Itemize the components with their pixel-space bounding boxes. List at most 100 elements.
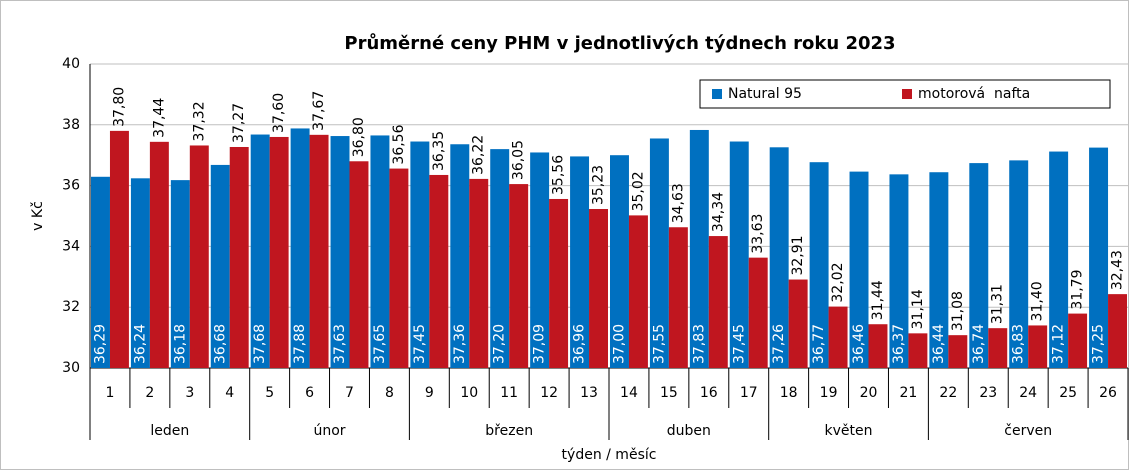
- value-label: 37,36: [452, 324, 468, 364]
- bar: [889, 174, 909, 368]
- value-label: 34,63: [670, 183, 686, 223]
- value-label: 36,24: [132, 324, 148, 364]
- bar: [229, 146, 249, 368]
- x-axis-title: týden / měsíc: [562, 447, 657, 463]
- y-tick-label: 34: [62, 238, 80, 254]
- bar: [349, 161, 369, 368]
- bar: [668, 227, 688, 368]
- value-label: 34,34: [710, 192, 726, 232]
- bar: [269, 136, 289, 368]
- value-label: 36,18: [172, 324, 188, 364]
- bar: [109, 130, 129, 368]
- bar: [988, 328, 1008, 368]
- x-tick-label: 17: [740, 385, 758, 401]
- bar: [649, 138, 669, 368]
- x-tick-label: 23: [979, 385, 997, 401]
- value-label: 37,45: [412, 324, 428, 364]
- x-tick-label: 25: [1059, 385, 1077, 401]
- bar: [809, 162, 829, 368]
- bar: [290, 128, 310, 368]
- bar: [149, 141, 169, 368]
- group-label: únor: [313, 423, 345, 439]
- value-label: 37,12: [1051, 324, 1067, 364]
- x-tick-label: 6: [305, 385, 314, 401]
- bar: [748, 257, 768, 368]
- group-label: červen: [1004, 423, 1052, 439]
- value-label: 31,44: [870, 280, 886, 320]
- y-tick-label: 32: [62, 299, 80, 315]
- bar: [908, 333, 928, 368]
- bar: [1068, 313, 1088, 368]
- value-label: 37,09: [532, 324, 548, 364]
- bar: [628, 215, 648, 368]
- value-label: 37,27: [231, 103, 247, 143]
- value-label: 32,91: [790, 235, 806, 275]
- x-tick-label: 20: [860, 385, 878, 401]
- value-label: 37,26: [771, 324, 787, 364]
- bar: [130, 178, 150, 368]
- x-tick-label: 22: [939, 385, 957, 401]
- value-label: 37,32: [191, 101, 207, 141]
- bar: [769, 147, 789, 368]
- bar: [570, 156, 590, 368]
- group-label: duben: [667, 423, 711, 439]
- value-label: 37,80: [111, 87, 127, 127]
- value-label: 36,22: [471, 135, 487, 175]
- value-label: 36,80: [351, 117, 367, 157]
- x-tick-label: 9: [425, 385, 434, 401]
- bar: [610, 155, 629, 368]
- bar: [589, 209, 608, 368]
- bar: [450, 144, 470, 368]
- value-label: 32,02: [830, 262, 846, 302]
- x-tick-label: 26: [1099, 385, 1117, 401]
- value-label: 35,23: [591, 165, 607, 205]
- chart-title: Průměrné ceny PHM v jednotlivých týdnech…: [344, 32, 895, 54]
- x-tick-label: 19: [820, 385, 838, 401]
- bar: [549, 198, 569, 368]
- value-label: 31,31: [990, 284, 1006, 324]
- x-tick-label: 7: [345, 385, 354, 401]
- value-label: 36,77: [811, 324, 827, 364]
- bar: [91, 176, 110, 368]
- value-label: 37,68: [252, 324, 268, 364]
- x-tick-label: 5: [265, 385, 274, 401]
- value-label: 36,46: [851, 324, 867, 364]
- bar: [929, 172, 949, 368]
- bar: [1108, 294, 1127, 368]
- bar: [490, 149, 510, 368]
- bar: [189, 145, 209, 368]
- value-label: 36,44: [931, 324, 947, 364]
- legend-swatch: [712, 89, 722, 99]
- x-tick-label: 24: [1019, 385, 1037, 401]
- value-label: 37,44: [151, 98, 167, 138]
- value-label: 36,29: [92, 324, 108, 364]
- bar: [389, 168, 409, 368]
- value-label: 36,68: [212, 324, 228, 364]
- bar: [309, 134, 329, 368]
- x-tick-label: 16: [700, 385, 718, 401]
- x-tick-label: 14: [620, 385, 638, 401]
- value-label: 37,60: [271, 93, 287, 133]
- value-label: 36,83: [1011, 324, 1027, 364]
- value-label: 35,56: [551, 155, 567, 195]
- bar: [429, 174, 449, 368]
- value-label: 37,55: [651, 324, 667, 364]
- legend-label: motorová nafta: [918, 86, 1030, 102]
- bar: [828, 306, 848, 368]
- value-label: 37,88: [292, 324, 308, 364]
- value-label: 36,37: [891, 324, 907, 364]
- bar: [1009, 160, 1029, 368]
- x-tick-label: 4: [225, 385, 234, 401]
- x-tick-label: 12: [540, 385, 558, 401]
- value-label: 37,25: [1091, 324, 1107, 364]
- bar: [330, 136, 350, 368]
- value-label: 37,63: [332, 324, 348, 364]
- value-label: 37,20: [492, 324, 508, 364]
- bar: [948, 335, 968, 368]
- x-tick-label: 21: [900, 385, 918, 401]
- value-label: 31,79: [1070, 269, 1086, 309]
- value-label: 36,35: [431, 131, 447, 171]
- bar: [689, 129, 709, 368]
- bar: [868, 324, 888, 368]
